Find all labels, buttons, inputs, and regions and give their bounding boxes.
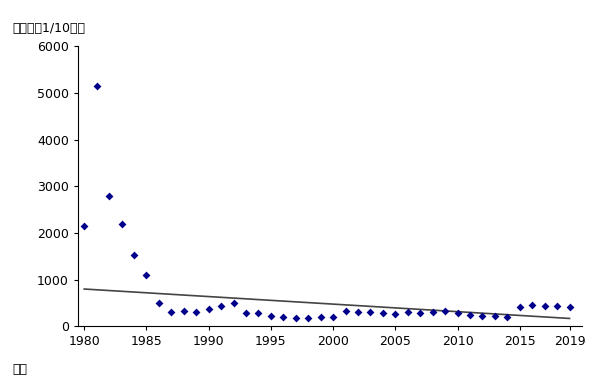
Point [353,309,363,315]
Point [490,313,500,319]
Point [465,312,475,318]
Point [191,309,201,315]
Point [341,308,350,314]
Point [365,310,375,316]
Text: 发病率（1/10万）: 发病率（1/10万） [12,22,85,35]
Point [204,306,214,312]
Point [527,302,537,308]
Point [515,304,524,310]
Point [428,309,437,315]
Point [391,311,400,317]
Point [241,310,251,316]
Point [478,313,487,319]
Point [565,304,574,310]
Point [254,310,263,316]
Point [142,272,151,278]
Point [117,220,127,227]
Point [179,308,188,314]
Point [167,309,176,315]
Point [453,310,463,316]
Point [278,314,288,320]
Point [79,223,89,229]
Point [229,300,238,306]
Point [129,252,139,258]
Point [304,315,313,321]
Point [553,303,562,309]
Point [104,192,114,199]
Point [316,314,325,320]
Point [378,310,388,316]
Point [440,308,450,314]
Point [328,314,338,320]
Point [266,313,275,319]
Point [154,300,164,306]
Point [217,303,226,310]
Text: 年份: 年份 [12,363,27,376]
Point [92,83,101,89]
Point [291,315,301,321]
Point [415,310,425,316]
Point [503,314,512,320]
Point [540,303,550,310]
Point [403,310,413,316]
